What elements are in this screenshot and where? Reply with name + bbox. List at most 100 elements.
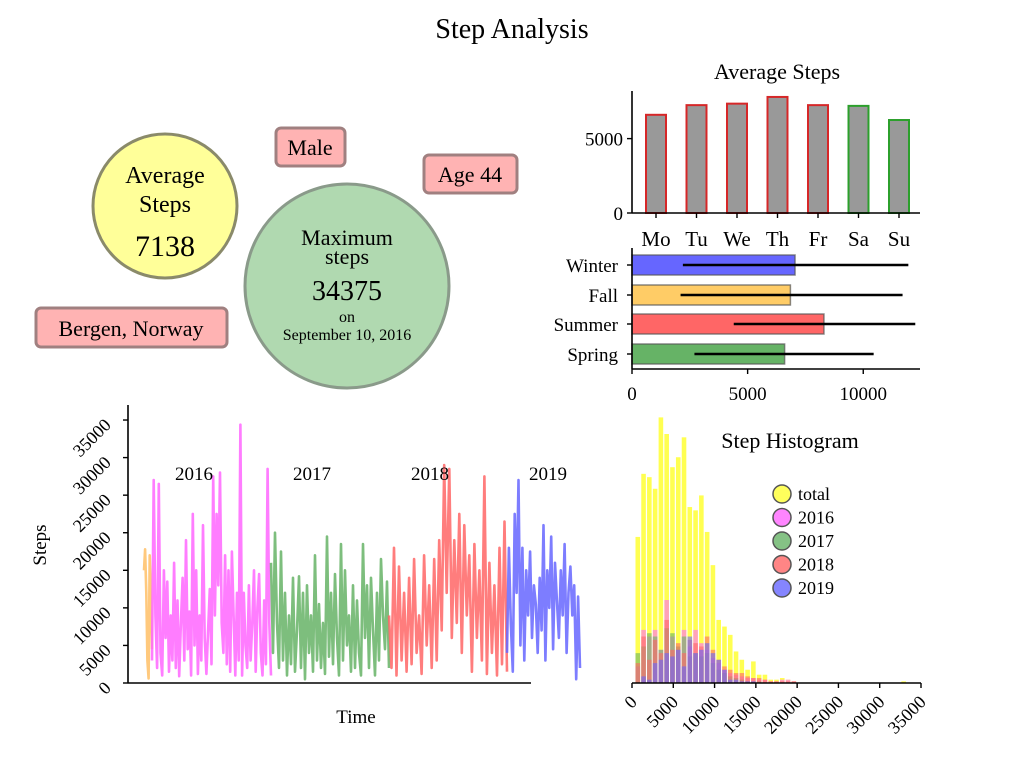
info-panel: Average Steps 7138 Maximum steps 34375 o… (34, 126, 519, 390)
histogram-bar-2019 (704, 643, 710, 683)
season-x-tick-label: 10000 (840, 384, 888, 405)
maximum-steps-circle (243, 182, 451, 390)
histogram-bar-2019 (687, 636, 693, 683)
histogram-bar-2019 (681, 666, 687, 683)
weekday-bar-mo (645, 113, 667, 214)
histogram-bar-2018 (779, 681, 785, 683)
legend-label-2019: 2019 (798, 578, 834, 598)
weekday-tick-label: Su (888, 227, 911, 251)
histogram-x-tick-label: 25000 (801, 692, 847, 738)
histogram-bar-2018 (733, 673, 739, 683)
histogram-bar-2017 (647, 633, 652, 683)
figure-title: Step Analysis (435, 14, 588, 45)
legend-label-2018: 2018 (798, 555, 834, 575)
histogram-bar-total (652, 488, 658, 683)
legend-label-2016: 2016 (798, 508, 834, 528)
histogram-bar-2018 (739, 673, 745, 683)
timeline-y-tick-label: 20000 (69, 527, 115, 573)
histogram-legend: total 2016 2017 2018 2019 (772, 484, 834, 598)
histogram-bar-2018 (664, 619, 669, 683)
maximum-label-2: steps (325, 244, 369, 269)
timeline-series-2017 (269, 531, 391, 681)
histogram-bar-2019 (641, 676, 646, 683)
legend-marker-2019 (772, 578, 792, 598)
timeline-x-label: Time (336, 707, 375, 728)
histogram-bar-total (733, 651, 739, 683)
histogram-bar-2018 (652, 639, 658, 683)
weekday-tick-label: Tu (685, 227, 708, 251)
histogram-bar-2019 (647, 679, 652, 683)
histogram-bar-2018 (768, 681, 774, 683)
histogram-bar-total (664, 434, 669, 683)
histogram-bar-2019 (751, 681, 756, 683)
histogram-bar-total (641, 473, 646, 683)
histogram-bar-2019 (733, 679, 739, 683)
histogram-x-tick-label: 20000 (760, 692, 806, 738)
weekday-tick-label: Th (766, 227, 790, 251)
histogram-bar-total (647, 477, 652, 683)
year-label-2017: 2017 (293, 464, 331, 485)
histogram-bar-2019 (658, 659, 664, 683)
season-tick-label: Winter (566, 256, 619, 277)
location-tag (34, 306, 229, 349)
weekday-average-chart: Average Steps Mo Tu We Th Fr Sa Su 0 5000 (585, 59, 920, 251)
histogram-bar-2019 (670, 656, 675, 683)
year-label-2016: 2016 (175, 464, 213, 485)
legend-marker-2017 (772, 531, 792, 551)
average-label-1: Average (125, 163, 205, 189)
histogram-bar-2018 (756, 678, 762, 683)
histogram-bar-total (693, 510, 698, 683)
year-label-2018: 2018 (411, 464, 449, 485)
legend-marker-2016 (772, 507, 792, 528)
histogram-bar-total (658, 417, 664, 683)
histogram-x-tick-label: 10000 (677, 692, 723, 738)
histogram-bar-2018 (774, 681, 779, 683)
season-tick-label: Spring (567, 345, 618, 366)
weekday-bar-we (726, 102, 748, 214)
histogram-bar-2018 (751, 678, 756, 683)
histogram-bar-2016 (779, 679, 785, 683)
weekday-bar-su (888, 119, 910, 214)
histogram-bar-total (710, 565, 716, 683)
histogram-bar-total (675, 457, 681, 683)
histogram-bar-total (774, 679, 779, 683)
histogram-bar-2018 (647, 659, 652, 683)
histogram-bar-2019 (710, 653, 716, 683)
histogram-bar-2019 (664, 653, 669, 683)
histogram-x-tick-label: 30000 (843, 692, 889, 738)
histogram-bar-2016 (785, 679, 791, 683)
histogram-bar-2019 (727, 679, 733, 683)
histogram-bar-2018 (762, 679, 768, 683)
histogram-bar-total (635, 536, 641, 683)
maximum-label-1: Maximum (301, 225, 393, 250)
histogram-bar-2019 (745, 681, 750, 683)
histogram-x-tick-label: 0 (620, 692, 641, 713)
season-chart: Winter Fall Summer Spring 0 5000 10000 (554, 248, 920, 405)
maximum-on: on (339, 309, 355, 326)
location-tag-text: Bergen, Norway (59, 316, 204, 341)
legend-label-2017: 2017 (798, 531, 834, 551)
histogram-x-tick-label: 35000 (884, 692, 930, 738)
legend-marker-2018 (772, 554, 792, 575)
age-tag (422, 153, 519, 195)
average-value: 7138 (135, 230, 195, 263)
weekday-bar-sa (847, 104, 870, 214)
maximum-date: September 10, 2016 (283, 327, 411, 344)
average-label-2: Steps (139, 192, 191, 218)
weekday-chart-title: Average Steps (714, 59, 840, 84)
histogram-bar-total (716, 619, 721, 683)
histogram-bar-total (727, 634, 733, 683)
histogram-bar-2019 (739, 681, 745, 683)
histogram-bar-2019 (652, 663, 658, 683)
timeline-y-tick-label: 10000 (69, 603, 115, 649)
histogram-bar-2019 (699, 649, 704, 683)
weekday-tick-label: We (723, 227, 750, 251)
histogram-x-tick-label: 5000 (643, 692, 683, 732)
timeline-y-tick-label: 15000 (69, 565, 115, 611)
timeline-series-2018 (387, 463, 509, 677)
histogram-x-tick-label: 15000 (719, 692, 765, 738)
season-x-tick-label: 0 (627, 384, 637, 405)
